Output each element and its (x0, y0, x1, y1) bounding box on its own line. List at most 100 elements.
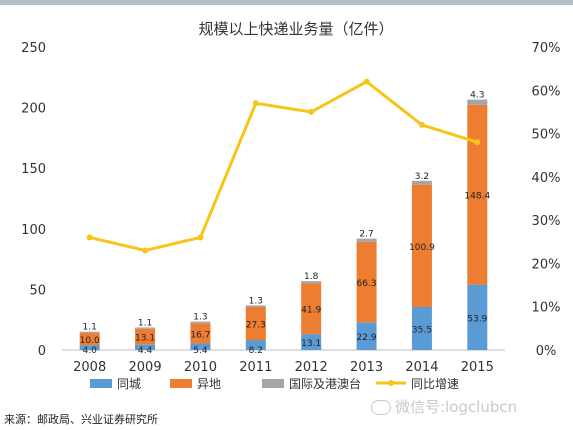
x-tick-label: 2013 (350, 360, 383, 375)
bar-data-label: 22.9 (357, 333, 377, 343)
y-left-tick-label: 0 (38, 344, 46, 359)
bar-data-label: 1.3 (249, 296, 263, 306)
growth-rate-line (89, 79, 478, 252)
bar-data-label: 4.4 (138, 346, 153, 356)
bar-data-label: 10.0 (80, 336, 100, 346)
bar-segment (467, 284, 488, 350)
bar-segment (135, 344, 156, 350)
bar-segment (79, 331, 100, 334)
growth-rate-point (474, 139, 481, 146)
bar-data-label: 5.4 (193, 346, 208, 356)
x-tick-label: 2012 (295, 360, 328, 375)
legend-label: 同比增速 (411, 377, 459, 391)
y-right-tick-label: 20% (532, 257, 561, 272)
legend-label: 同城 (117, 377, 141, 391)
legend-swatch (90, 379, 112, 388)
bar-data-label: 2.7 (359, 230, 373, 240)
bar-data-label: 1.8 (304, 272, 319, 282)
bar-data-label: 1.1 (83, 323, 97, 333)
y-right-tick-label: 10% (532, 301, 561, 316)
bar-data-label: 16.7 (190, 330, 210, 340)
bar-data-label: 13.1 (135, 334, 155, 344)
top-border-strip (0, 0, 573, 5)
bar-segment (411, 180, 432, 185)
bar-data-label: 27.3 (246, 321, 266, 331)
bar-segment (79, 333, 100, 346)
bar-data-label: 148.4 (464, 192, 490, 202)
growth-rate-point (142, 247, 149, 254)
x-axis: 2008 2009 2010 2011 2012 2013 2014 2015 (73, 360, 494, 375)
bar-data-label: 41.9 (301, 306, 321, 316)
legend-swatch (262, 379, 284, 388)
bar-data-label: 13.1 (301, 339, 321, 349)
bar-data-label: 4.0 (83, 346, 98, 356)
bar-segment (245, 306, 266, 341)
growth-rate-point (308, 108, 315, 115)
wechat-icon (371, 400, 391, 415)
bar-segment (301, 283, 322, 335)
bar-data-label: 66.3 (357, 279, 377, 289)
y-right-tick-label: 60% (532, 84, 561, 99)
x-tick-label: 2015 (461, 360, 494, 375)
bar-data-labels: 4.010.0 1.1 4.4 13.1 1.1 5.4 16.7 1.3 8.2 27.3 1.3… (80, 91, 491, 356)
bar-segment (356, 322, 377, 350)
y-left-tick-label: 100 (21, 223, 46, 238)
bar-segment (301, 334, 322, 350)
x-tick-label: 2008 (73, 360, 106, 375)
x-tick-label: 2011 (239, 360, 272, 375)
y-left-tick-label: 250 (21, 41, 46, 56)
bar-segment (190, 343, 211, 350)
y-right-tick-label: 70% (532, 41, 561, 56)
bar-line-chart: 规模以上快递业务量（亿件） 0 50 100 150 200 250 0% 10% 20% 30… (21, 20, 561, 391)
y-axis-left: 0 50 100 150 200 250 (21, 41, 46, 359)
legend-marker (388, 380, 394, 386)
watermark-text: 微信号:logclubcn (395, 398, 518, 416)
chart-title: 规模以上快递业务量（亿件） (198, 20, 393, 38)
bar-segment (135, 328, 156, 345)
bar-segment (245, 340, 266, 350)
legend-label: 国际及港澳台 (289, 376, 361, 391)
bar-segment (356, 238, 377, 242)
x-tick-label: 2009 (129, 360, 162, 375)
source-note: 来源：邮政局、兴业证券研究所 (4, 413, 158, 426)
bar-segment (411, 184, 432, 307)
y-axis-right: 0% 10% 20% 30% 40% 50% 60% 70% (532, 41, 561, 359)
watermark: 微信号:logclubcn (371, 396, 517, 417)
y-right-tick-label: 50% (532, 128, 561, 143)
bar-segment (356, 241, 377, 323)
growth-rate-point (86, 234, 93, 241)
y-left-tick-label: 200 (21, 102, 46, 117)
x-tick-label: 2010 (184, 360, 217, 375)
bar-segment (190, 323, 211, 344)
x-tick-label: 2014 (405, 360, 438, 375)
legend-label: 异地 (197, 377, 221, 391)
growth-rate-point (252, 100, 259, 107)
bar-segment (245, 305, 266, 307)
bar-segment (467, 104, 488, 285)
bar-segment (79, 345, 100, 350)
legend: 同城 异地 国际及港澳台 同比增速 (90, 376, 459, 391)
growth-rate-point (363, 78, 370, 85)
growth-rate-point (418, 121, 425, 128)
bar-segment (190, 321, 211, 324)
bar-segment (467, 99, 488, 105)
bar-data-label: 100.9 (409, 243, 435, 253)
growth-line-layer (86, 78, 481, 254)
bar-segment (301, 281, 322, 284)
growth-rate-point (197, 234, 204, 241)
bar-data-label: 35.5 (412, 325, 432, 335)
y-left-tick-label: 50 (29, 283, 46, 298)
bar-data-label: 53.9 (467, 314, 487, 324)
legend-swatch (170, 379, 192, 388)
bar-data-label: 8.2 (249, 346, 263, 356)
bar-data-label: 3.2 (415, 172, 429, 182)
y-left-tick-label: 150 (21, 162, 46, 177)
y-right-tick-label: 0% (536, 344, 557, 359)
bar-segment (135, 327, 156, 329)
bar-data-label: 1.1 (138, 318, 152, 328)
bar-data-label: 1.3 (193, 313, 207, 323)
y-right-tick-label: 40% (532, 171, 561, 186)
bar-data-label: 4.3 (470, 91, 484, 101)
bar-segment (411, 306, 432, 350)
